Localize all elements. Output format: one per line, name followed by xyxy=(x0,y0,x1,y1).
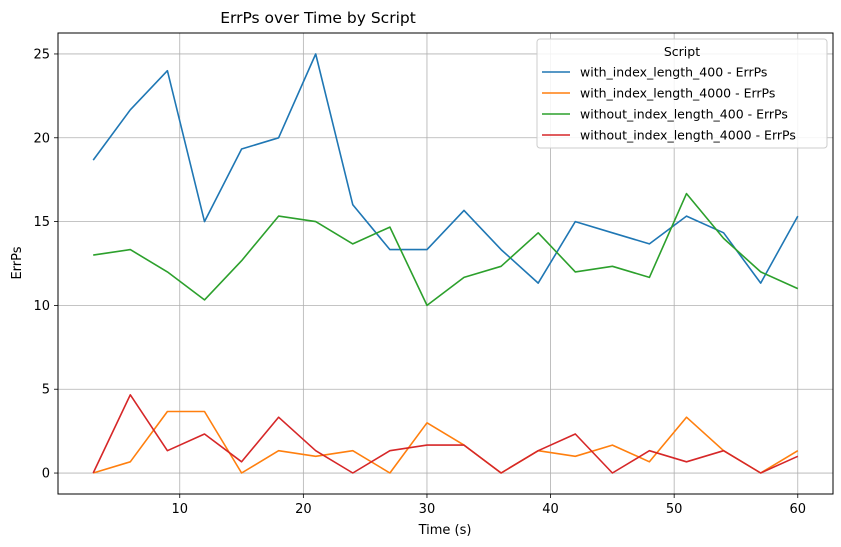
series-line-4 xyxy=(92,393,799,474)
legend: Script with_index_length_400 - ErrPs with… xyxy=(536,38,828,149)
series-line-1 xyxy=(92,53,799,284)
y-axis: 0 5 10 15 20 25 xyxy=(33,47,58,482)
x-tick-label: 40 xyxy=(542,502,559,517)
y-tick-label: 15 xyxy=(33,215,50,230)
x-tick-label: 10 xyxy=(171,502,188,517)
x-tick-label: 60 xyxy=(789,502,806,517)
y-tick-label: 10 xyxy=(33,299,50,314)
legend-box xyxy=(536,38,828,149)
y-axis-label: ErrPs xyxy=(10,246,25,279)
x-tick-label: 20 xyxy=(295,502,312,517)
series-lines xyxy=(92,53,799,474)
legend-label-3: without_index_length_400 - ErrPs xyxy=(580,107,788,122)
series-line-2 xyxy=(92,410,799,474)
plot-frame xyxy=(57,32,834,495)
legend-label-2: with_index_length_4000 - ErrPs xyxy=(580,86,775,101)
series-line-3 xyxy=(93,192,799,307)
y-tick-label: 0 xyxy=(42,467,50,482)
chart-title: ErrPs over Time by Script xyxy=(220,9,416,27)
y-tick-label: 25 xyxy=(33,47,50,62)
x-axis-label: Time (s) xyxy=(418,523,472,538)
legend-title: Script xyxy=(664,44,700,59)
x-tick-label: 50 xyxy=(666,502,683,517)
y-tick-label: 5 xyxy=(42,383,50,398)
y-tick-label: 20 xyxy=(33,131,50,146)
x-axis: 10 20 30 40 50 60 xyxy=(171,494,806,517)
x-tick-label: 30 xyxy=(419,502,436,517)
legend-label-1: with_index_length_400 - ErrPs xyxy=(580,65,767,80)
legend-label-4: without_index_length_4000 - ErrPs xyxy=(580,128,796,143)
